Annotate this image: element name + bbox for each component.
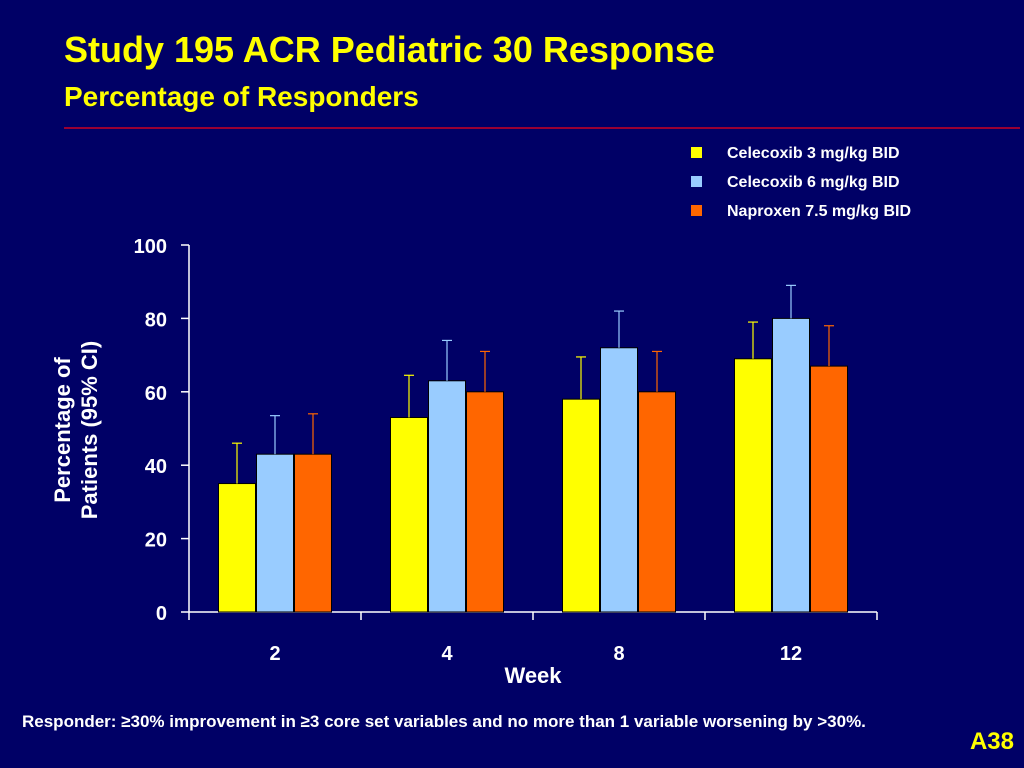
bar bbox=[638, 391, 676, 613]
x-tick-label: 12 bbox=[780, 643, 802, 665]
bar bbox=[810, 365, 848, 613]
page-number: A38 bbox=[969, 728, 1014, 755]
bar bbox=[600, 347, 638, 613]
y-tick-label: 100 bbox=[134, 236, 167, 258]
legend-swatch bbox=[691, 147, 702, 158]
x-tick-label: 8 bbox=[613, 643, 624, 665]
y-axis-label: Percentage ofPatients (95% CI) bbox=[50, 341, 102, 520]
legend-label: Celecoxib 6 mg/kg BID bbox=[727, 174, 900, 191]
bar bbox=[562, 398, 600, 613]
slide-subtitle: Percentage of Responders bbox=[64, 81, 419, 112]
x-tick-label: 2 bbox=[269, 643, 280, 665]
bar bbox=[428, 380, 466, 613]
bar bbox=[256, 453, 294, 613]
title-divider bbox=[64, 127, 1020, 129]
bar bbox=[734, 358, 772, 613]
bar bbox=[218, 483, 256, 613]
y-axis-label-line: Patients (95% CI) bbox=[77, 341, 102, 520]
legend-label: Celecoxib 3 mg/kg BID bbox=[727, 145, 900, 162]
y-tick-label: 60 bbox=[145, 383, 167, 405]
y-tick-label: 80 bbox=[145, 309, 167, 331]
y-tick-label: 40 bbox=[145, 456, 167, 478]
bar bbox=[294, 453, 332, 613]
x-axis-label: Week bbox=[504, 663, 562, 688]
y-tick-label: 20 bbox=[145, 530, 167, 552]
y-axis-label-line: Percentage of bbox=[50, 357, 75, 503]
bar-chart: 0 20 40 60 80 100 2 4 8 12 Week Percentage ofPatien… bbox=[50, 145, 911, 688]
footnote: Responder: ≥30% improvement in ≥3 core s… bbox=[22, 712, 866, 731]
bar bbox=[772, 317, 810, 613]
bar bbox=[390, 416, 428, 613]
bar bbox=[466, 391, 504, 613]
y-tick-label: 0 bbox=[156, 603, 167, 625]
legend-swatch bbox=[691, 205, 702, 216]
slide-title: Study 195 ACR Pediatric 30 Response bbox=[64, 29, 715, 70]
x-tick-label: 4 bbox=[441, 643, 453, 665]
legend-swatch bbox=[691, 176, 702, 187]
legend-label: Naproxen 7.5 mg/kg BID bbox=[727, 203, 911, 220]
